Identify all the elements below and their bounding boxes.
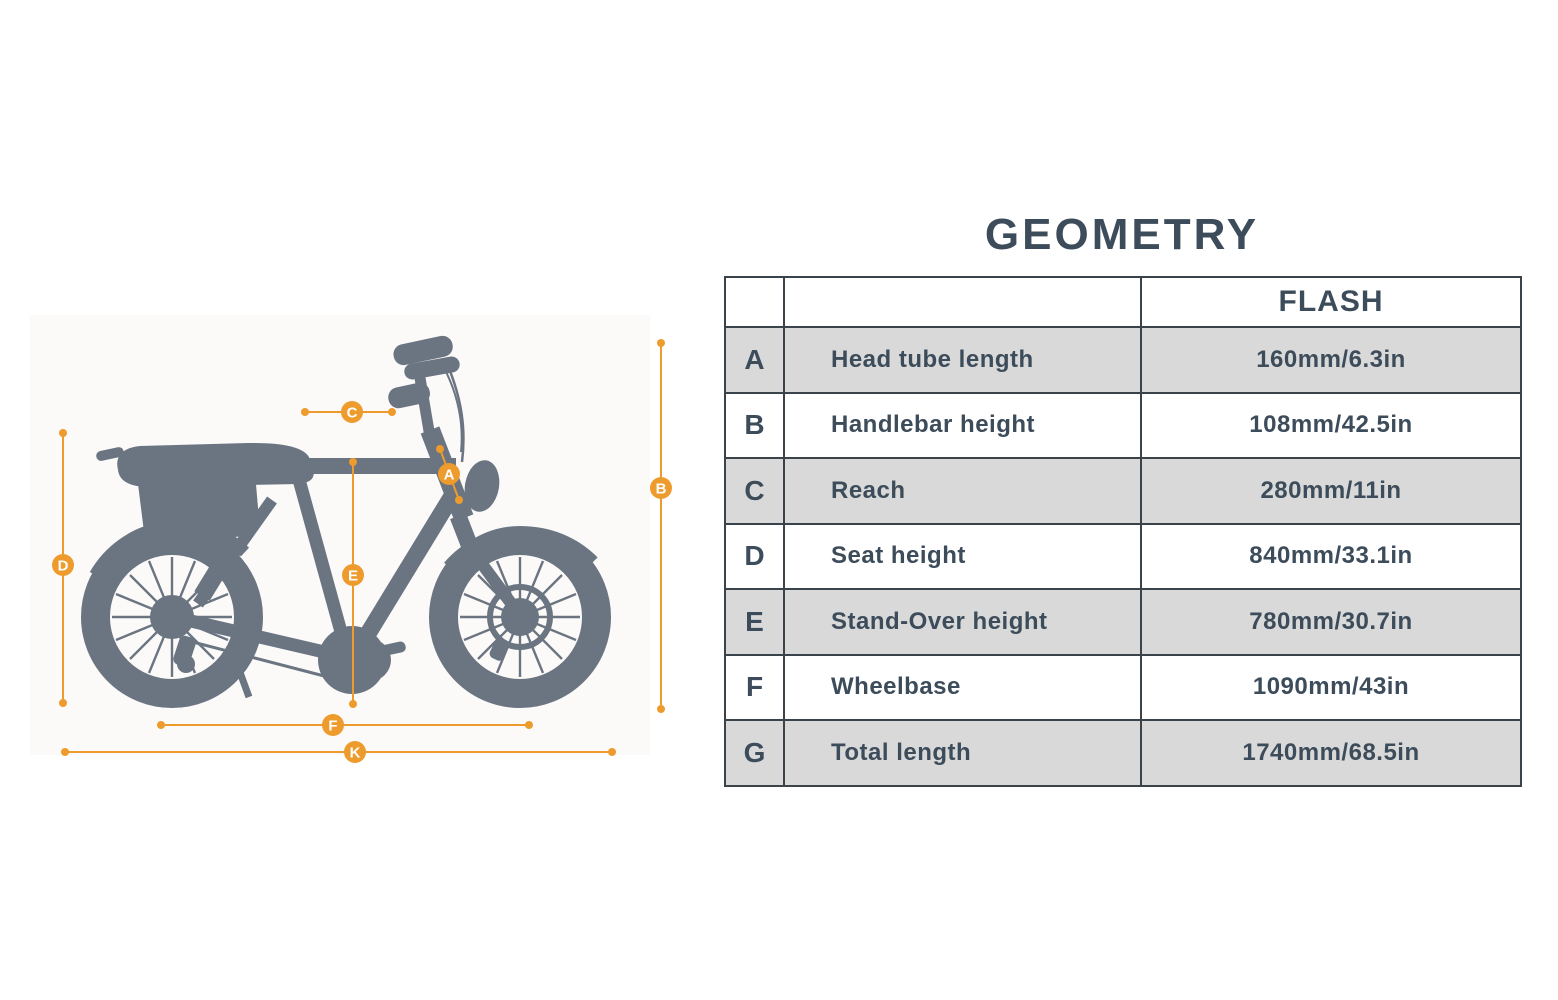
page-title: GEOMETRY	[984, 210, 1260, 259]
row-label: Stand-Over height	[783, 588, 1142, 656]
seat-and-battery	[96, 442, 314, 546]
annotation-e-letter: E	[348, 567, 358, 584]
row-letter: G	[724, 719, 785, 787]
annotation-d-letter: D	[58, 557, 69, 574]
row-value: 108mm/42.5in	[1140, 391, 1522, 459]
table-row: F Wheelbase 1090mm/43in	[724, 653, 1522, 721]
table-header-row: FLASH	[724, 276, 1522, 328]
annotation-k-badge	[344, 741, 366, 763]
row-value: 160mm/6.3in	[1140, 326, 1522, 394]
handlebar	[388, 335, 465, 463]
table-row: A Head tube length 160mm/6.3in	[724, 326, 1522, 394]
annotation-b: B	[650, 339, 672, 713]
table-row: E Stand-Over height 780mm/30.7in	[724, 588, 1522, 656]
table-row: B Handlebar height 108mm/42.5in	[724, 391, 1522, 459]
row-value: 1740mm/68.5in	[1140, 719, 1522, 787]
annotation-f-badge	[322, 714, 344, 736]
annotation-d: D	[52, 429, 74, 707]
row-label: Seat height	[783, 522, 1142, 590]
annotation-c-letter: C	[347, 404, 358, 421]
row-value: 280mm/11in	[1140, 457, 1522, 525]
bike-geometry-diagram: A B C	[30, 315, 672, 763]
header-label-cell	[783, 276, 1142, 328]
annotation-d-badge	[52, 554, 74, 576]
measurement-annotations: A B C	[52, 339, 672, 763]
annotation-k-letter: K	[350, 744, 361, 761]
row-value: 780mm/30.7in	[1140, 588, 1522, 656]
table-row: C Reach 280mm/11in	[724, 457, 1522, 525]
row-letter: D	[724, 522, 785, 590]
row-letter: A	[724, 326, 785, 394]
annotation-k: K	[61, 741, 616, 763]
annotation-f-letter: F	[328, 717, 337, 734]
row-letter: F	[724, 653, 785, 721]
row-letter: B	[724, 391, 785, 459]
row-value: 840mm/33.1in	[1140, 522, 1522, 590]
annotation-b-letter: B	[656, 480, 667, 497]
row-value: 1090mm/43in	[1140, 653, 1522, 721]
row-letter: E	[724, 588, 785, 656]
table-row: D Seat height 840mm/33.1in	[724, 522, 1522, 590]
row-label: Handlebar height	[783, 391, 1142, 459]
annotation-a-letter: A	[444, 466, 455, 483]
annotation-e: E	[342, 458, 364, 708]
geometry-table: FLASH A Head tube length 160mm/6.3in B H…	[724, 276, 1522, 787]
annotation-f: F	[157, 714, 533, 736]
annotation-a-badge	[438, 463, 460, 485]
bike-silhouette-image	[81, 335, 611, 708]
annotation-a: A	[436, 445, 463, 504]
header-letter-cell	[724, 276, 785, 328]
row-label: Wheelbase	[783, 653, 1142, 721]
model-header-cell: FLASH	[1140, 276, 1522, 328]
row-letter: C	[724, 457, 785, 525]
row-label: Reach	[783, 457, 1142, 525]
row-label: Total length	[783, 719, 1142, 787]
annotation-c-badge	[341, 401, 363, 423]
table-row: G Total length 1740mm/68.5in	[724, 719, 1522, 787]
annotation-e-badge	[342, 564, 364, 586]
row-label: Head tube length	[783, 326, 1142, 394]
annotation-c: C	[301, 401, 396, 423]
front-wheel	[429, 526, 611, 708]
annotation-b-badge	[650, 477, 672, 499]
